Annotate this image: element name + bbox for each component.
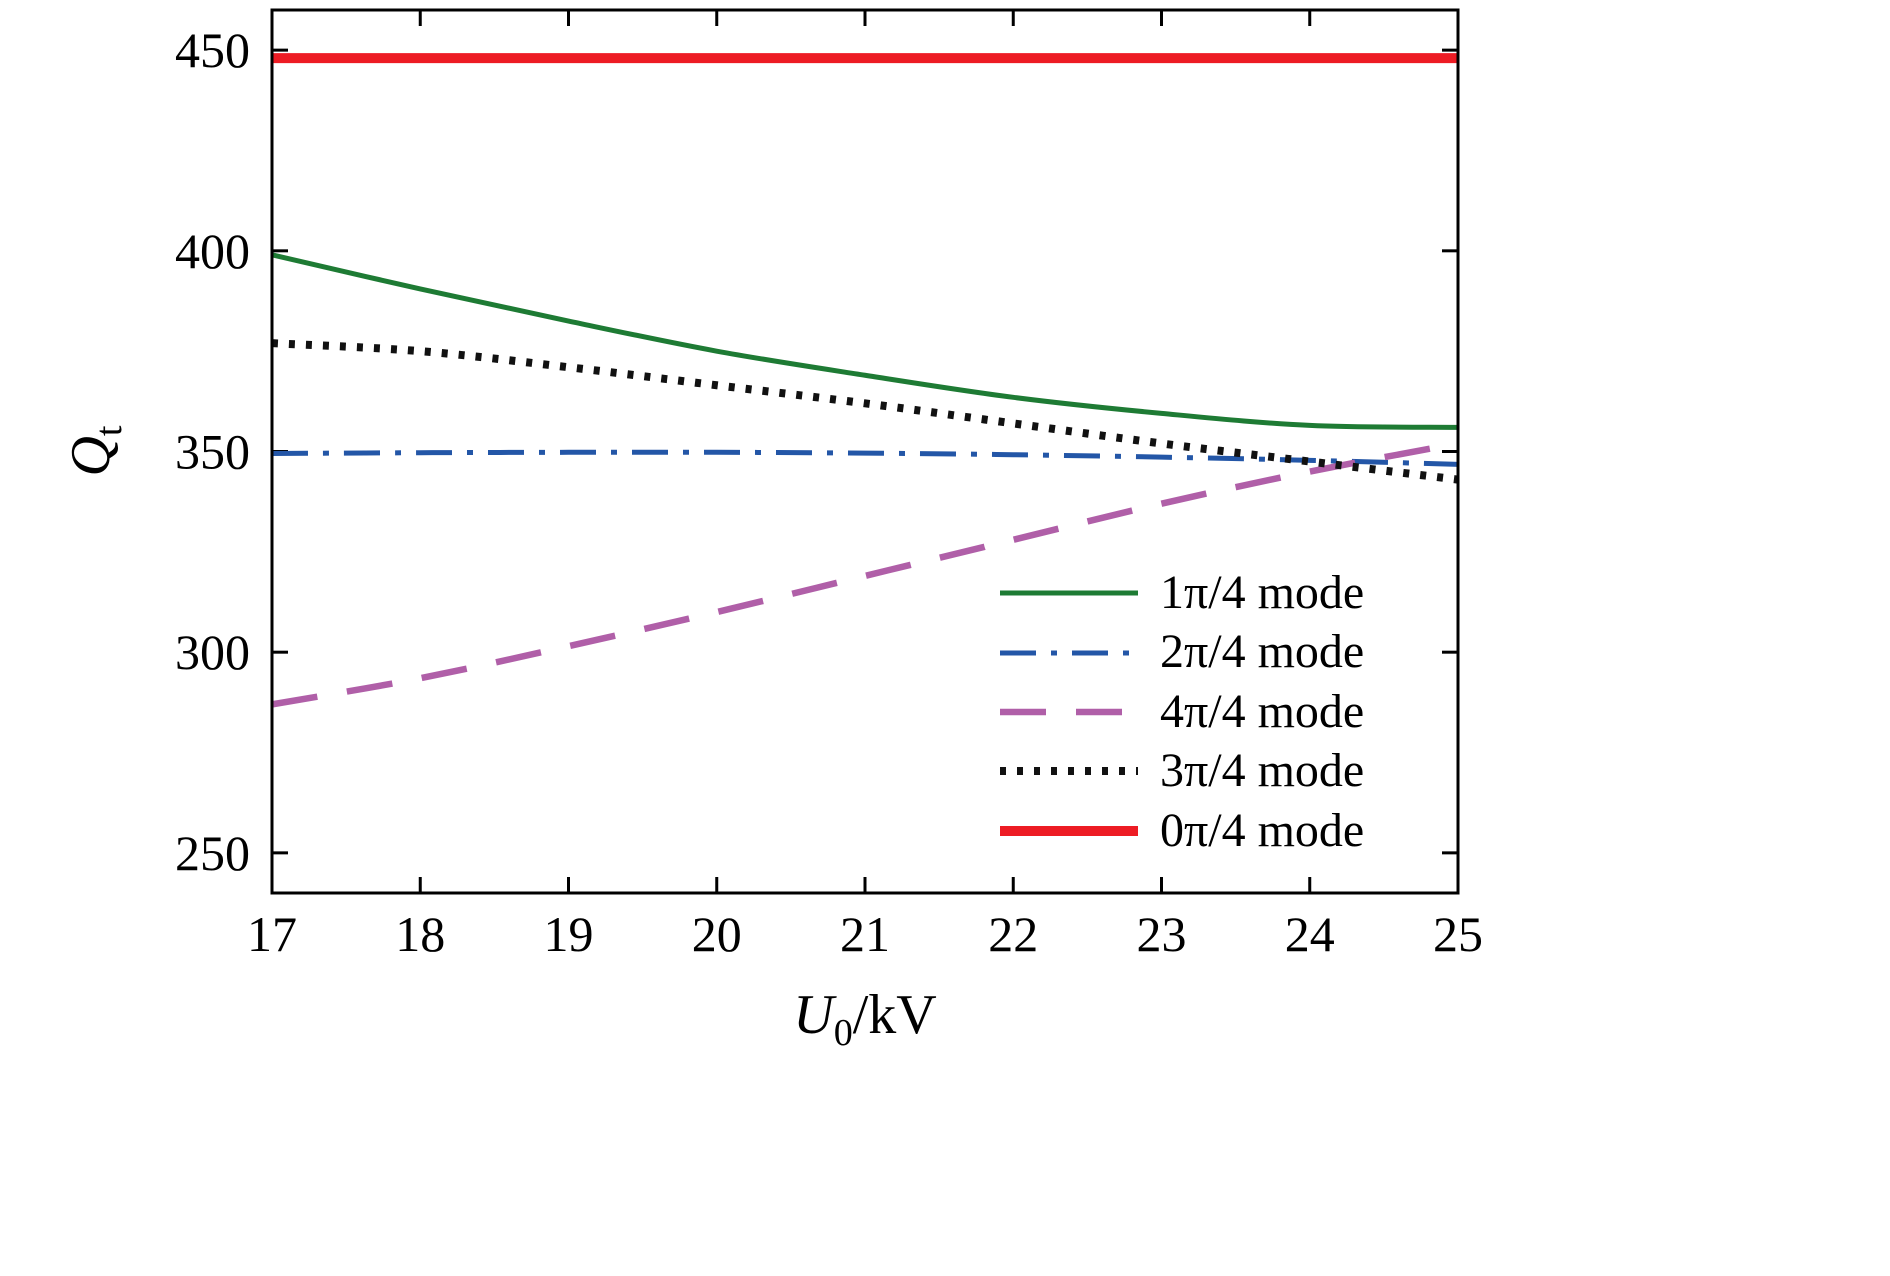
legend-item: 4π/4 mode [998, 684, 1365, 738]
legend-line-sample [1000, 650, 1138, 656]
x-tick-label: 17 [247, 906, 297, 962]
series-line-2 [271, 440, 1459, 708]
x-tick-label: 18 [395, 906, 445, 962]
x-tick-label: 21 [840, 906, 890, 962]
y-tick-label: 250 [175, 825, 250, 881]
y-tick-label: 400 [175, 223, 250, 279]
y-axis-title-main: Q [59, 436, 122, 477]
plot-frame [270, 8, 1460, 895]
x-axis-title-main: U [793, 984, 834, 1046]
x-axis-title: U0/kV [793, 983, 937, 1055]
legend-item: 0π/4 mode [998, 803, 1365, 857]
legend-label: 4π/4 mode [1160, 684, 1365, 738]
x-tick-label: 22 [988, 906, 1038, 962]
series-line-3 [271, 339, 1459, 484]
y-tick-label: 450 [175, 22, 250, 78]
x-tick-label: 23 [1137, 906, 1187, 962]
x-axis-title-rest: /kV [852, 984, 937, 1046]
x-tick-label: 19 [544, 906, 594, 962]
legend-label: 1π/4 mode [1160, 566, 1365, 619]
legend-item: 1π/4 mode [998, 566, 1365, 619]
series-line-0 [271, 252, 1459, 430]
legend-item: 3π/4 mode [998, 744, 1365, 798]
y-axis-title-sub: t [88, 425, 131, 437]
y-tick-label: 300 [175, 624, 250, 680]
legend-label: 3π/4 mode [1160, 744, 1365, 798]
legend: 1π/4 mode 2π/4 mode 4π/4 mode 3π/4 mode 0π/4… [998, 566, 1365, 857]
legend-line-sample [1000, 590, 1138, 596]
legend-line-sample [1000, 767, 1138, 776]
legend-label: 0π/4 mode [1160, 803, 1365, 857]
x-tick-label: 24 [1285, 906, 1335, 962]
x-tick-label: 20 [692, 906, 742, 962]
legend-line-sample [1000, 825, 1138, 836]
legend-label: 2π/4 mode [1160, 625, 1365, 679]
legend-item: 2π/4 mode [998, 625, 1365, 679]
x-axis-title-sub: 0 [833, 1012, 853, 1055]
y-axis-title: Qt [59, 425, 131, 476]
x-tick-label: 25 [1433, 906, 1483, 962]
legend-line-sample [1000, 708, 1138, 716]
y-tick-label: 350 [175, 424, 250, 480]
series-line-1 [271, 449, 1459, 467]
